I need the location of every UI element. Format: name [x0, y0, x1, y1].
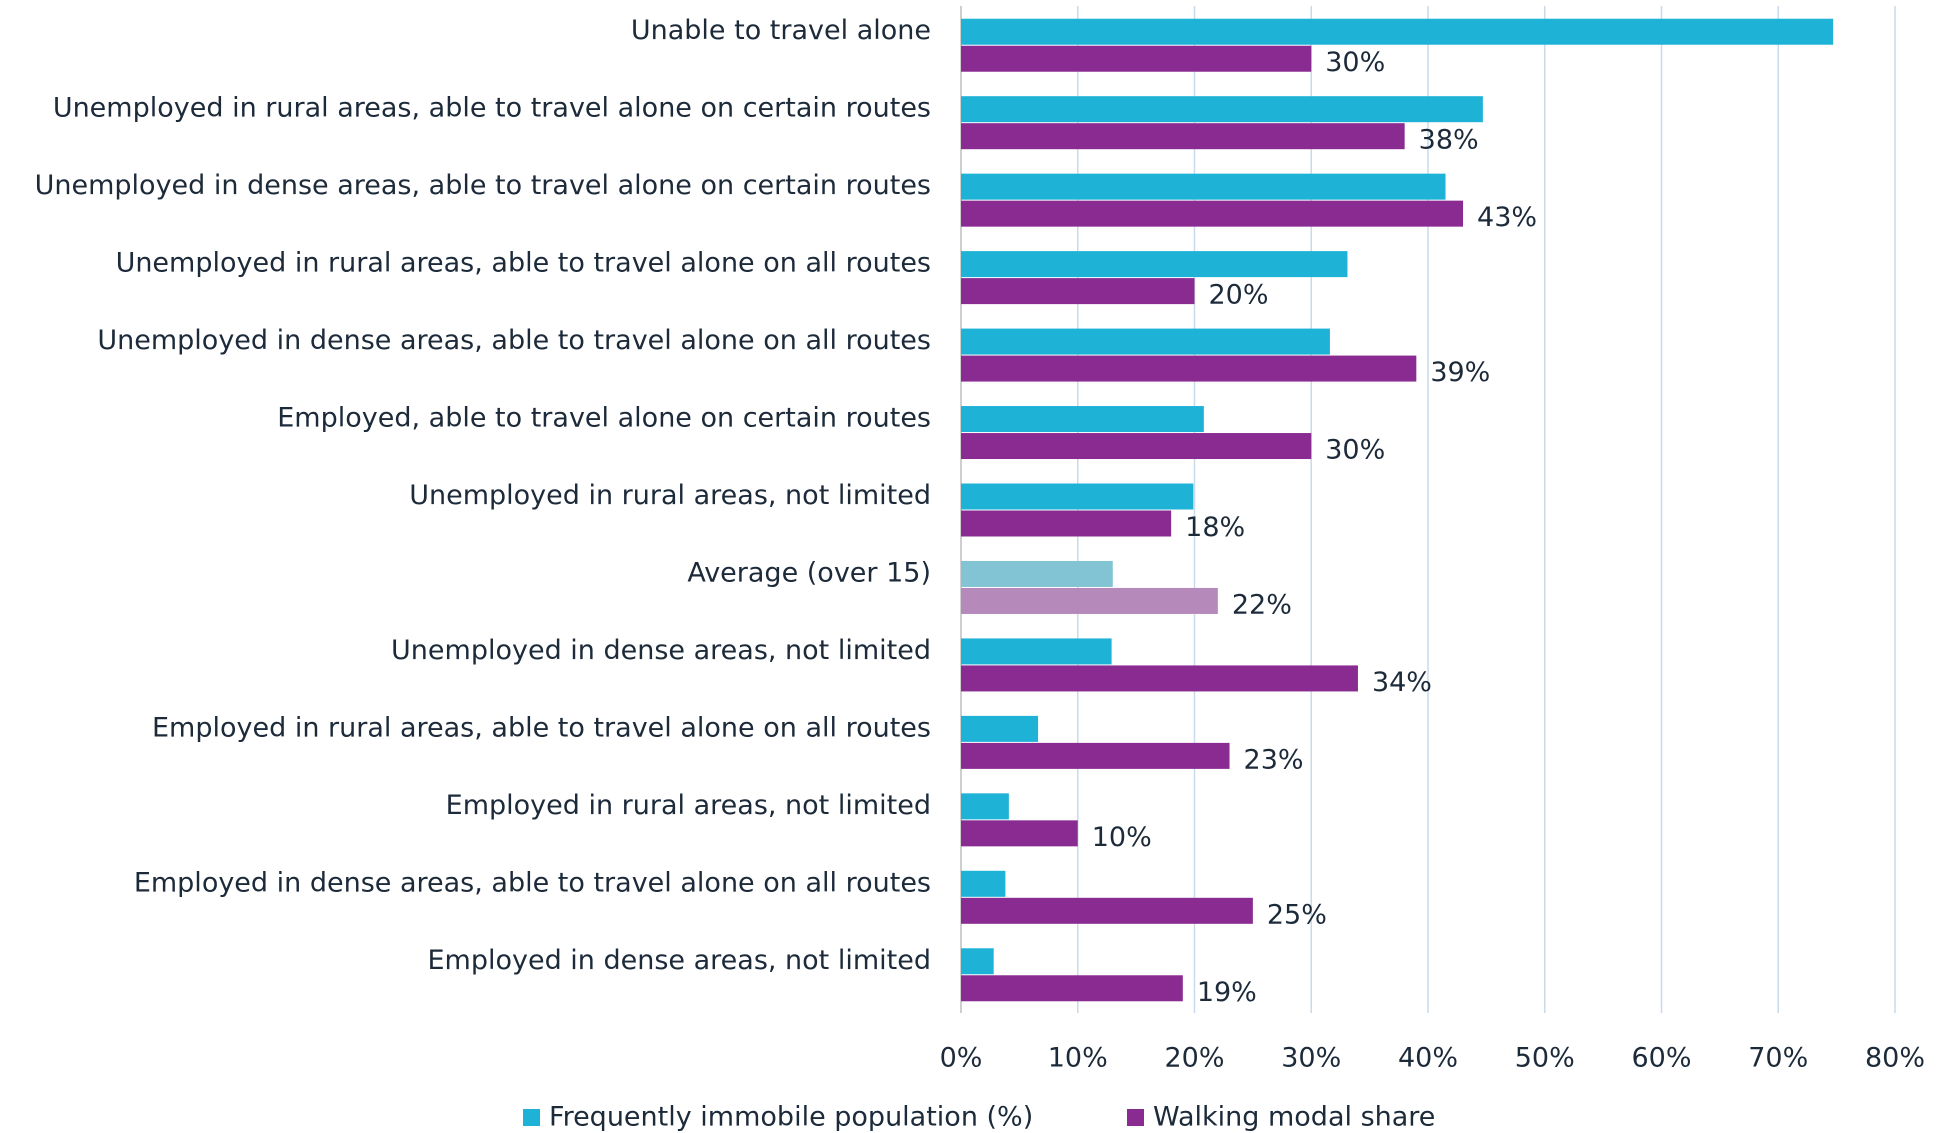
value-label: 30% — [1325, 435, 1385, 466]
x-tick-label: 50% — [1515, 1043, 1575, 1074]
x-tick-label: 60% — [1631, 1043, 1691, 1074]
x-tick-label: 10% — [1048, 1043, 1108, 1074]
bar — [961, 328, 1330, 355]
category-label: Unemployed in rural areas, not limited — [409, 480, 931, 511]
bar — [961, 948, 994, 975]
bar — [961, 715, 1039, 742]
category-label: Unemployed in dense areas, not limited — [391, 635, 931, 666]
bar — [961, 45, 1312, 72]
category-label: Employed in rural areas, not limited — [446, 790, 931, 821]
category-label: Employed in dense areas, able to travel … — [134, 867, 931, 898]
value-label: 23% — [1244, 744, 1304, 775]
value-label: 38% — [1419, 125, 1479, 156]
category-label: Average (over 15) — [687, 557, 931, 588]
bar — [961, 665, 1358, 692]
x-tick-label: 20% — [1164, 1043, 1224, 1074]
bar — [961, 483, 1194, 510]
x-tick-label: 70% — [1748, 1043, 1808, 1074]
bar — [961, 510, 1172, 537]
value-label: 34% — [1372, 667, 1432, 698]
bar — [961, 433, 1312, 460]
bar — [961, 251, 1348, 278]
value-label: 43% — [1477, 202, 1537, 233]
bar — [961, 975, 1183, 1002]
bar — [961, 200, 1464, 227]
category-label: Employed, able to travel alone on certai… — [277, 403, 931, 434]
bar — [961, 560, 1113, 587]
legend-swatch — [1127, 1109, 1144, 1126]
bar — [961, 173, 1446, 200]
bar — [961, 96, 1483, 123]
bar — [961, 123, 1405, 150]
value-label: 10% — [1092, 822, 1152, 853]
bar — [961, 742, 1230, 769]
bar — [961, 897, 1253, 924]
value-label: 19% — [1197, 977, 1257, 1008]
bar — [961, 278, 1195, 305]
category-label: Unemployed in rural areas, able to trave… — [53, 93, 931, 124]
bar — [961, 793, 1009, 820]
bar — [961, 870, 1006, 897]
legend-swatch — [523, 1109, 540, 1126]
value-label: 39% — [1430, 357, 1490, 388]
category-label: Unemployed in dense areas, able to trave… — [97, 325, 931, 356]
value-label: 30% — [1325, 47, 1385, 78]
x-tick-label: 0% — [940, 1043, 983, 1074]
legend-label: Frequently immobile population (%) — [549, 1102, 1033, 1133]
bar — [961, 406, 1204, 433]
category-label: Employed in rural areas, able to travel … — [152, 712, 931, 743]
x-tick-label: 30% — [1281, 1043, 1341, 1074]
x-tick-label: 80% — [1865, 1043, 1925, 1074]
value-label: 18% — [1185, 512, 1245, 543]
x-tick-label: 40% — [1398, 1043, 1458, 1074]
bar — [961, 587, 1218, 614]
bar — [961, 638, 1112, 665]
legend-label: Walking modal share — [1153, 1102, 1435, 1133]
bar — [961, 820, 1078, 847]
category-label: Unable to travel alone — [631, 15, 931, 46]
value-label: 25% — [1267, 899, 1327, 930]
bar — [961, 18, 1834, 45]
category-label: Employed in dense areas, not limited — [427, 945, 931, 976]
category-label: Unemployed in rural areas, able to trave… — [116, 248, 931, 279]
value-label: 22% — [1232, 589, 1292, 620]
value-label: 20% — [1209, 280, 1269, 311]
bar — [961, 355, 1417, 382]
category-label: Unemployed in dense areas, able to trave… — [35, 170, 931, 201]
